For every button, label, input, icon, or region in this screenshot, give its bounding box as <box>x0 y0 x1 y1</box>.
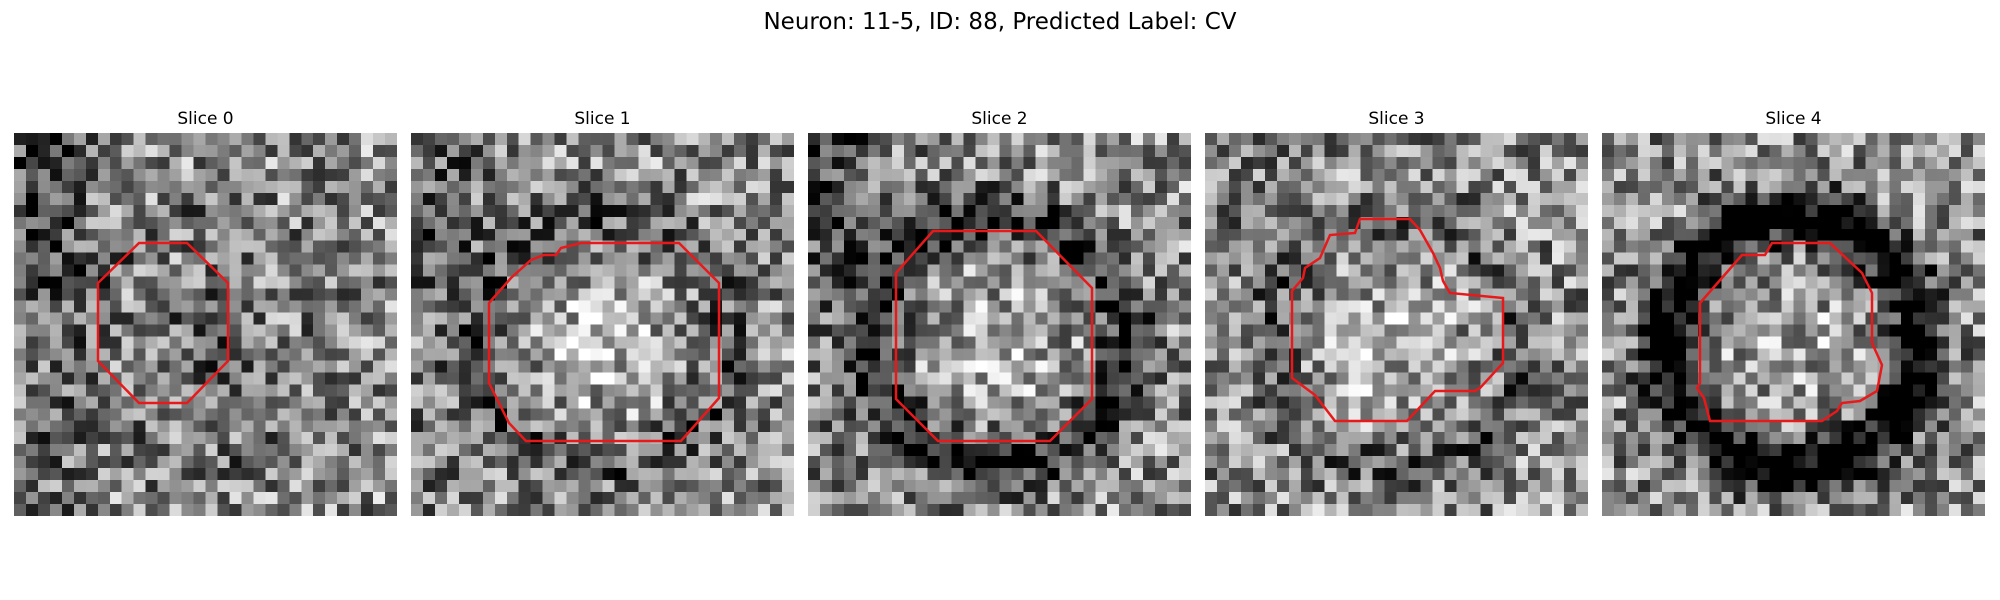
microscopy-pixels <box>808 133 1191 516</box>
microscopy-pixels <box>1205 133 1588 516</box>
slice-title: Slice 4 <box>1765 109 1822 129</box>
slice-image-1 <box>411 133 794 516</box>
slice-title: Slice 0 <box>177 109 234 129</box>
slice-title: Slice 1 <box>574 109 631 129</box>
segmentation-contour <box>894 229 1094 443</box>
slice-panel-1: Slice 1 <box>411 105 794 516</box>
slice-image-3 <box>1205 133 1588 516</box>
slice-image-0 <box>14 133 397 516</box>
microscopy-pixels <box>411 133 794 516</box>
segmentation-contour <box>487 241 721 443</box>
microscopy-pixels <box>14 133 397 516</box>
slice-panel-0: Slice 0 <box>14 105 397 516</box>
slice-image-2 <box>808 133 1191 516</box>
slice-image-4 <box>1602 133 1985 516</box>
slice-panel-4: Slice 4 <box>1602 105 1985 516</box>
slice-panel-3: Slice 3 /* placeholder to keep markup st… <box>1205 105 1588 516</box>
microscopy-pixels <box>1602 133 1985 516</box>
figure-title: Neuron: 11-5, ID: 88, Predicted Label: C… <box>763 9 1237 35</box>
segmentation-contour <box>96 241 230 405</box>
slice-title: Slice 2 <box>971 109 1028 129</box>
segmentation-contour <box>1290 217 1505 423</box>
segmentation-contour <box>1695 241 1884 423</box>
slice-panel-2: Slice 2 <box>808 105 1191 516</box>
slice-title: Slice 3 <box>1368 109 1425 129</box>
